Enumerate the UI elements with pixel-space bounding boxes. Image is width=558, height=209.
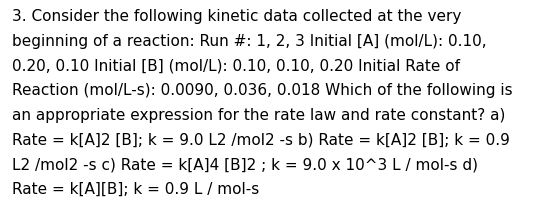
Text: 0.20, 0.10 Initial [B] (mol/L): 0.10, 0.10, 0.20 Initial Rate of: 0.20, 0.10 Initial [B] (mol/L): 0.10, 0.… [12,59,460,74]
Text: Reaction (mol/L-s): 0.0090, 0.036, 0.018 Which of the following is: Reaction (mol/L-s): 0.0090, 0.036, 0.018… [12,83,513,98]
Text: Rate = k[A][B]; k = 0.9 L / mol-s: Rate = k[A][B]; k = 0.9 L / mol-s [12,182,259,197]
Text: Rate = k[A]2 [B]; k = 9.0 L2 /mol2 -s b) Rate = k[A]2 [B]; k = 0.9: Rate = k[A]2 [B]; k = 9.0 L2 /mol2 -s b)… [12,133,510,148]
Text: beginning of a reaction: Run #: 1, 2, 3 Initial [A] (mol/L): 0.10,: beginning of a reaction: Run #: 1, 2, 3 … [12,34,487,49]
Text: 3. Consider the following kinetic data collected at the very: 3. Consider the following kinetic data c… [12,9,461,24]
Text: L2 /mol2 -s c) Rate = k[A]4 [B]2 ; k = 9.0 x 10^3 L / mol-s d): L2 /mol2 -s c) Rate = k[A]4 [B]2 ; k = 9… [12,157,478,172]
Text: an appropriate expression for the rate law and rate constant? a): an appropriate expression for the rate l… [12,108,506,123]
